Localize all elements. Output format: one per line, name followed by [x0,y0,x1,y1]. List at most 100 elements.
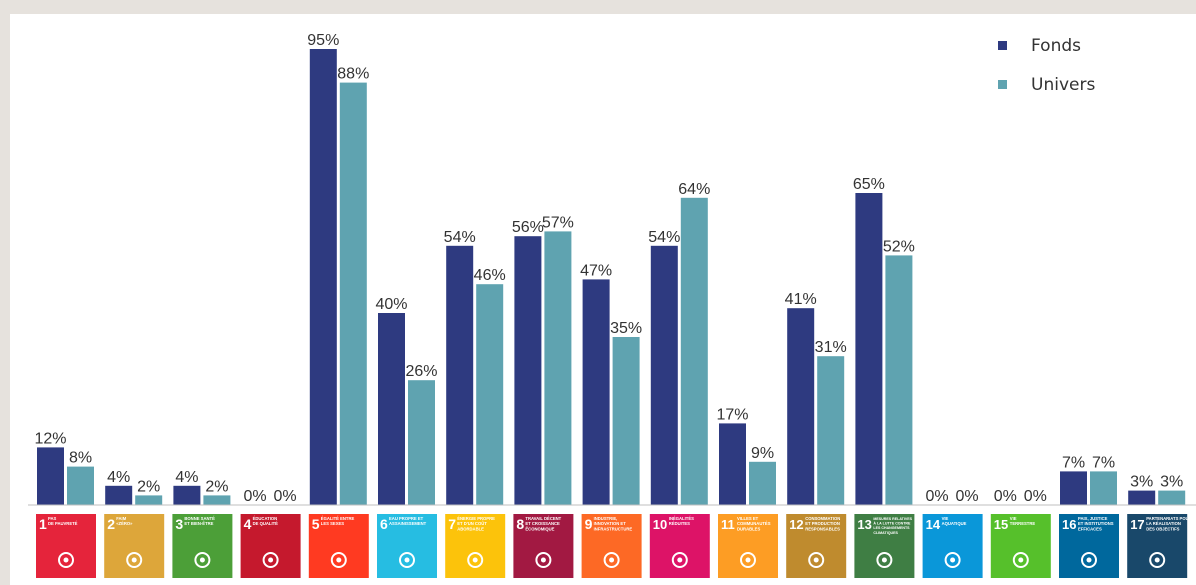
sdg-tile-number-16: 16 [1062,517,1076,532]
value-label-univers-7: 46% [474,267,506,284]
legend-label-fonds: Fonds [1031,36,1081,56]
bar-univers-13 [885,255,913,505]
sdg-tile-number-7: 7 [448,516,456,532]
value-label-fonds-8: 56% [512,219,544,236]
sdg-tile-label-3-0: BONNE SANTÉ [184,516,215,521]
bar-fonds-13 [855,193,883,505]
heartbeat-icon [194,552,211,568]
value-label-univers-1: 8% [69,450,92,467]
bar-fonds-6 [378,313,405,505]
sdg-tile-number-13: 13 [857,517,871,532]
value-label-fonds-10: 54% [648,229,680,246]
growth-chart-icon [535,552,552,568]
value-label-univers-14: 0% [956,488,979,505]
value-label-univers-5: 88% [337,66,369,83]
bar-univers-10 [680,197,708,506]
value-label-fonds-17: 3% [1130,474,1153,491]
sdg-tile-label-10-1: RÉDUITES [669,521,690,526]
sdg-tile-label-14-0: VIE [942,516,949,521]
bar-univers-7 [476,284,504,505]
value-label-fonds-2: 4% [107,469,130,486]
sdg-tile-label-1-1: DE PAUVRETÉ [48,521,78,526]
sdg-tile-label-15-1: TERRESTRE [1010,521,1036,526]
dove-icon [1081,552,1097,568]
legend-label-univers: Univers [1031,75,1095,95]
sdg-tile-label-13-0: MESURES RELATIVES [873,517,912,521]
value-label-univers-3: 2% [205,478,228,495]
tree-icon [1012,552,1029,568]
sdg-tile-label-7-1: ET D'UN COÛT [457,521,487,526]
sdg-tile-label-6-0: EAU PROPRE ET [389,516,424,521]
gender-icon [330,552,347,568]
sun-icon [467,552,484,568]
sdg-tile-label-13-3: CLIMATIQUES [873,531,898,535]
sdg-tile-number-1: 1 [39,516,47,532]
value-label-univers-2: 2% [137,478,160,495]
bar-fonds-1 [37,447,64,505]
bar-univers-3 [203,495,231,505]
value-label-univers-17: 3% [1160,474,1183,491]
sdg-tile-label-7-2: ABORDABLE [457,526,484,531]
sdg-tile-number-6: 6 [380,516,388,532]
sdg-tile-label-5-1: LES SEXES [321,521,344,526]
value-label-univers-16: 7% [1092,454,1115,471]
value-label-univers-15: 0% [1024,488,1047,505]
bowl-icon [126,552,143,568]
value-label-univers-13: 52% [883,238,915,255]
sdg-tile-label-17-2: DES OBJECTIFS [1146,526,1179,531]
sdg-tile-label-2-0: FAIM [116,516,127,521]
bar-univers-9 [612,337,640,505]
sdg-tile-label-16-0: PAIX, JUSTICE [1078,516,1108,521]
bar-univers-6 [408,380,435,505]
bar-univers-12 [817,356,845,505]
bar-univers-5 [339,82,367,505]
sdg-tile-label-12-0: CONSOMMATION [805,516,840,521]
fish-icon [944,552,961,568]
sdg-tile-label-15-0: VIE [1010,516,1017,521]
value-label-fonds-3: 4% [175,469,198,486]
sdg-tile-label-11-0: VILLES ET [737,516,759,521]
sdg-tile-number-14: 14 [926,517,941,532]
bar-fonds-10 [650,245,678,506]
value-label-univers-6: 26% [405,363,437,380]
sdg-tile-label-14-1: AQUATIQUE [942,521,967,526]
value-label-fonds-14: 0% [926,488,949,505]
value-label-fonds-9: 47% [580,262,612,279]
sdg-tile-label-11-2: DURABLES [737,526,760,531]
sdg-tile-label-17-0: PARTENARIATS POUR [1146,516,1191,521]
sdg-tile-label-4-0: ÉDUCATION [253,516,278,521]
value-label-univers-9: 35% [610,320,642,337]
value-label-fonds-12: 41% [785,291,817,308]
equality-icon [671,552,688,568]
sdg-tile-number-9: 9 [585,516,593,532]
value-label-fonds-16: 7% [1062,454,1085,471]
bar-fonds-17 [1128,490,1156,505]
sdg-tile-label-13-1: À LA LUTTE CONTRE [873,521,911,526]
water-icon [399,552,415,568]
value-label-univers-12: 31% [815,339,847,356]
value-label-fonds-11: 17% [716,406,748,423]
bar-fonds-8 [514,236,542,505]
sdg-tile-number-4: 4 [244,516,252,532]
legend: Fonds Univers [998,36,1095,95]
legend-swatch-fonds [998,41,1007,50]
legend-swatch-univers [998,80,1007,89]
sdg-tile-label-16-1: ET INSTITUTIONS [1078,521,1114,526]
value-labels-layer: 12%8% 4% 2% 4% 2% 0% 0% 95% 88% 40% 26% 54% 46% 56%57… [34,32,1183,505]
value-label-univers-4: 0% [274,488,297,505]
bar-fonds-7 [446,245,474,506]
bar-fonds-9 [582,279,610,505]
sdg-tile-label-8-1: ET CROISSANCE [525,521,560,526]
bar-fonds-3 [173,485,201,505]
